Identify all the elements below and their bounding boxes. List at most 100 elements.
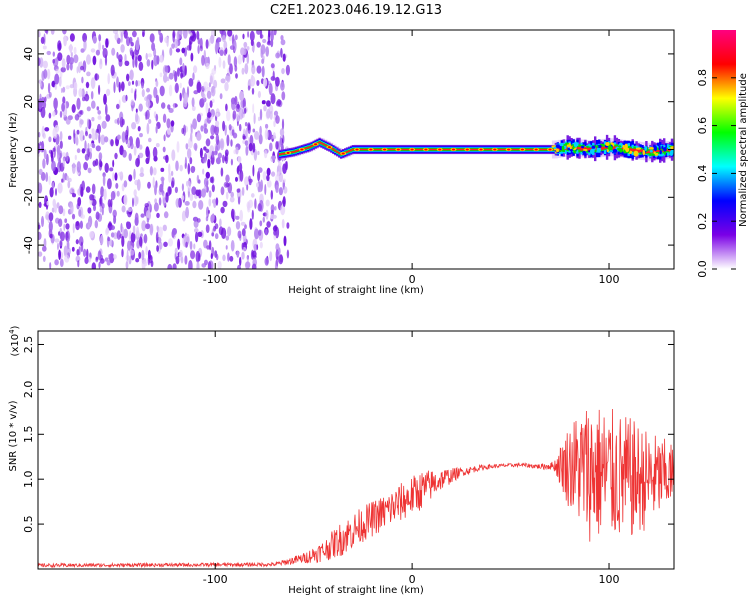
- noise-speckle: [215, 133, 220, 146]
- noise-speckle: [187, 163, 191, 175]
- noise-speckle: [76, 66, 79, 74]
- noise-speckle: [239, 169, 244, 182]
- noise-speckle: [259, 241, 263, 249]
- noise-speckle: [203, 123, 207, 130]
- noise-speckle: [253, 243, 257, 252]
- noise-speckle: [116, 190, 120, 197]
- noise-speckle: [42, 158, 46, 169]
- noise-speckle: [174, 186, 178, 194]
- noise-speckle: [133, 195, 138, 207]
- colorbar-tick-label: 0.0: [696, 260, 709, 278]
- noise-speckle: [97, 115, 102, 120]
- noise-speckle: [93, 204, 96, 212]
- snr-x-label: Height of straight line (km): [288, 585, 424, 596]
- noise-speckle: [216, 253, 219, 261]
- noise-speckle: [267, 32, 271, 45]
- noise-speckle: [102, 44, 105, 50]
- noise-speckle: [171, 177, 175, 188]
- noise-speckle: [194, 228, 199, 233]
- spectrogram-x-label: Height of straight line (km): [288, 285, 424, 296]
- noise-speckle: [249, 30, 255, 42]
- noise-speckle: [158, 226, 163, 238]
- noise-speckle: [179, 57, 183, 66]
- noise-speckle: [112, 172, 115, 182]
- noise-speckle: [280, 81, 285, 91]
- noise-speckle: [147, 53, 152, 58]
- noise-speckle: [155, 231, 159, 244]
- noise-speckle: [127, 207, 133, 213]
- signal-cluster: [670, 149, 674, 153]
- noise-speckle: [94, 73, 98, 81]
- noise-speckle: [224, 149, 229, 157]
- noise-speckle: [214, 124, 220, 136]
- noise-speckle: [282, 53, 286, 62]
- noise-speckle: [156, 212, 160, 219]
- noise-speckle: [61, 178, 64, 183]
- noise-speckle: [210, 135, 215, 140]
- noise-speckle: [250, 75, 256, 87]
- noise-speckle: [119, 111, 124, 121]
- noise-speckle: [181, 47, 186, 54]
- noise-speckle: [140, 167, 144, 175]
- noise-speckle: [177, 238, 181, 250]
- noise-speckle: [126, 240, 131, 251]
- noise-speckle: [164, 65, 169, 73]
- noise-speckle: [87, 167, 92, 174]
- noise-speckle: [71, 104, 76, 113]
- signal-cluster: [573, 141, 578, 148]
- noise-speckle: [159, 85, 165, 97]
- noise-speckle: [201, 55, 205, 66]
- noise-speckle: [56, 144, 61, 155]
- signal-cluster: [596, 147, 602, 153]
- noise-speckle: [262, 216, 265, 223]
- noise-speckle: [241, 67, 245, 75]
- noise-speckle: [116, 51, 119, 59]
- noise-speckle: [235, 73, 238, 79]
- noise-speckle: [130, 142, 134, 150]
- noise-speckle: [106, 88, 111, 96]
- noise-speckle: [121, 131, 126, 143]
- noise-speckle: [120, 81, 125, 92]
- noise-speckle: [62, 30, 67, 35]
- noise-speckle: [160, 167, 165, 172]
- noise-speckle: [97, 110, 101, 115]
- noise-speckle: [167, 104, 171, 110]
- noise-speckle: [174, 247, 178, 255]
- signal-cluster: [555, 144, 561, 149]
- signal-cluster: [667, 146, 671, 150]
- noise-speckle: [145, 223, 151, 230]
- x-tick-label: -100: [203, 573, 228, 586]
- noise-speckle: [152, 146, 158, 159]
- noise-speckle: [55, 68, 60, 74]
- noise-speckle: [263, 78, 268, 87]
- noise-speckle: [192, 72, 195, 81]
- noise-speckle: [118, 59, 123, 67]
- colorbar-tick-label: 0.4: [696, 165, 709, 183]
- noise-speckle: [80, 109, 84, 116]
- noise-speckle: [38, 224, 41, 229]
- noise-speckle: [189, 240, 193, 250]
- noise-speckle: [59, 240, 63, 247]
- noise-speckle: [145, 210, 151, 221]
- noise-speckle: [40, 36, 45, 45]
- signal-cluster: [582, 150, 586, 154]
- noise-speckle: [98, 41, 101, 52]
- signal-cluster: [612, 148, 618, 153]
- noise-speckle: [262, 38, 267, 44]
- noise-speckle: [82, 32, 87, 43]
- noise-speckle: [46, 200, 49, 206]
- noise-speckle: [146, 217, 150, 223]
- noise-speckle: [41, 70, 45, 82]
- noise-speckle: [134, 90, 137, 101]
- noise-speckle: [58, 76, 62, 87]
- noise-speckle: [54, 238, 60, 243]
- noise-speckle: [95, 211, 100, 220]
- noise-speckle: [276, 256, 279, 267]
- noise-speckle: [170, 120, 175, 127]
- noise-speckle: [60, 66, 66, 73]
- signal-cluster: [553, 146, 557, 150]
- noise-speckle: [121, 118, 125, 126]
- noise-speckle: [229, 196, 235, 203]
- noise-speckle: [237, 196, 241, 205]
- noise-speckle: [76, 161, 82, 173]
